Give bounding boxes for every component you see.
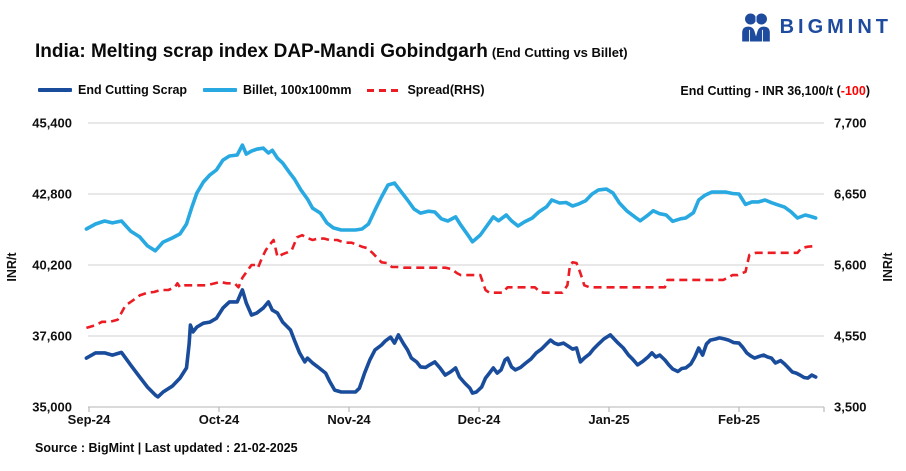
legend-label-end-cutting: End Cutting Scrap: [78, 83, 188, 97]
x-axis-tick-label: Feb-25: [718, 412, 760, 427]
spread-line-swatch: [367, 88, 402, 92]
x-axis-tick-label: Sep-24: [68, 412, 111, 427]
left-axis-title: INR/t: [5, 252, 19, 282]
billet-line-swatch: [203, 88, 238, 92]
legend-item-billet: Billet, 100x100mm: [203, 83, 351, 97]
right-axis-tick-label: 6,650: [834, 187, 867, 202]
page-title: India: Melting scrap index DAP-Mandi Gob…: [35, 41, 628, 63]
latest-price-annotation: End Cutting - INR 36,100/t (-100): [680, 84, 870, 98]
left-axis-tick-label: 42,800: [32, 187, 72, 202]
legend-item-spread: Spread(RHS): [367, 83, 485, 97]
latest-price-close-paren: ): [865, 84, 870, 98]
price-change-value: -100: [840, 84, 866, 98]
latest-price-text: End Cutting - INR 36,100/t (: [680, 84, 841, 98]
end-cutting-line-swatch: [38, 88, 72, 92]
x-axis-tick-label: Dec-24: [458, 412, 501, 427]
left-axis-tick-label: 40,200: [32, 258, 72, 273]
right-axis-tick-label: 4,550: [834, 329, 867, 344]
series-line-spread-rhs: [86, 233, 816, 330]
bigmint-logo-icon: [741, 13, 770, 42]
series-line-billet-100x100mm: [84, 143, 818, 253]
x-axis-tick-label: Jan-25: [588, 412, 629, 427]
x-axis-tick-label: Nov-24: [327, 412, 371, 427]
source-note: Source : BigMint | Last updated : 21-02-…: [35, 441, 298, 455]
series-line-end-cutting-scrap: [84, 288, 818, 399]
legend-item-end-cutting: End Cutting Scrap: [38, 83, 187, 97]
page-title-sub: (End Cutting vs Billet): [491, 45, 628, 60]
page-title-main: India: Melting scrap index DAP-Mandi Gob…: [35, 41, 488, 62]
right-axis-tick-label: 5,600: [834, 258, 867, 273]
bigmint-wordmark: BIGMINT: [779, 15, 892, 38]
legend-label-billet: Billet, 100x100mm: [243, 83, 352, 97]
left-axis-tick-label: 37,600: [32, 329, 72, 344]
left-axis-tick-label: 35,000: [32, 400, 72, 415]
x-axis-tick-label: Oct-24: [199, 412, 240, 427]
bigmint-logo: BIGMINT: [740, 12, 892, 42]
right-axis-title: INR/t: [881, 252, 895, 282]
legend: End Cutting Scrap Billet, 100x100mm Spre…: [38, 83, 485, 97]
left-axis-tick-label: 45,400: [32, 116, 72, 131]
right-axis-tick-label: 3,500: [834, 400, 867, 415]
legend-label-spread: Spread(RHS): [407, 83, 485, 97]
right-axis-tick-label: 7,700: [834, 116, 867, 131]
